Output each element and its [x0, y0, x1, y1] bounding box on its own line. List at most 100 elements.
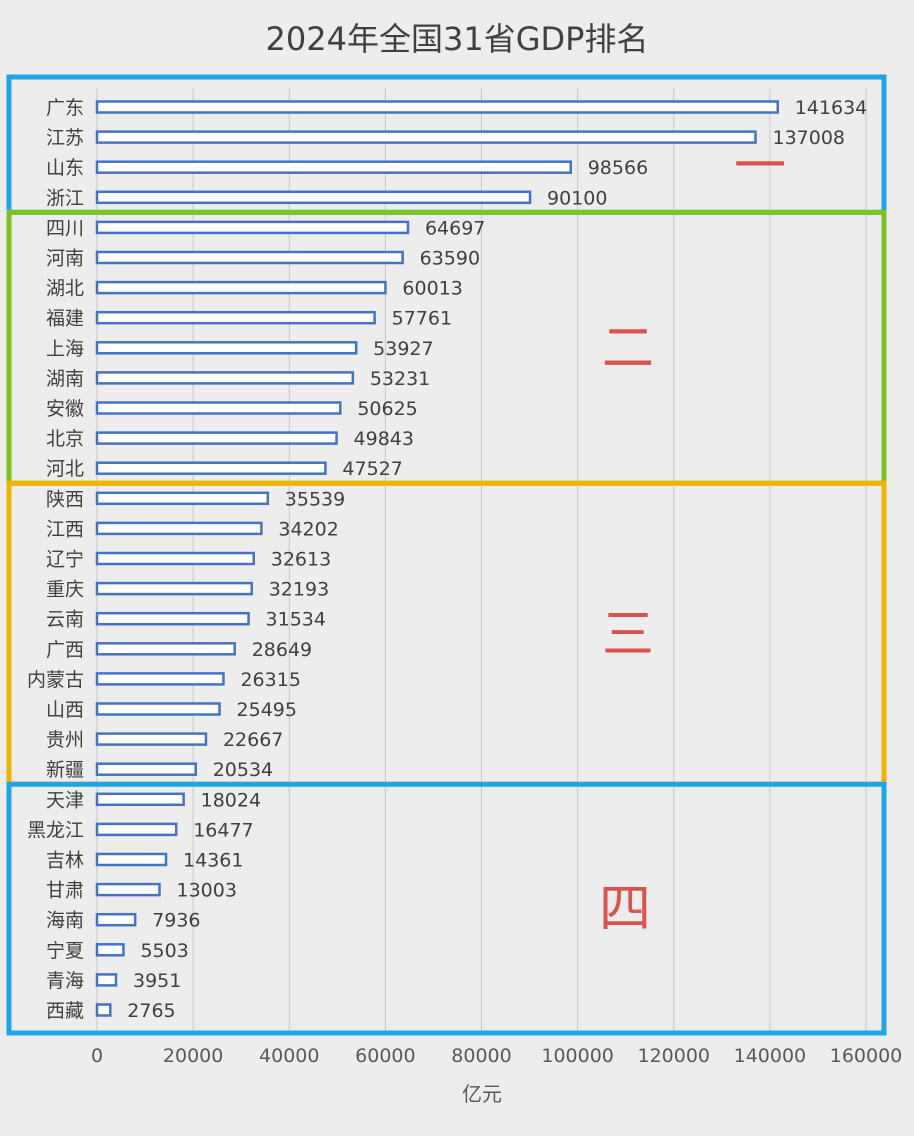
- group-mark: 二: [602, 319, 654, 379]
- value-label: 90100: [547, 187, 607, 209]
- x-tick-label: 40000: [259, 1045, 319, 1067]
- category-label: 河北: [46, 458, 84, 480]
- category-label: 山东: [46, 157, 84, 179]
- x-axis-ticks: 0 20000 40000 60000 80000 100000 120000 140000 1…: [91, 1045, 902, 1067]
- x-axis-title: 亿元: [462, 1082, 502, 1106]
- bar: [95, 672, 225, 686]
- value-label: 13003: [176, 880, 236, 902]
- value-label: 50625: [357, 398, 417, 420]
- category-label: 吉林: [46, 850, 84, 872]
- value-label: 26315: [240, 669, 300, 691]
- bar: [95, 371, 355, 385]
- x-tick-label: 20000: [163, 1045, 223, 1067]
- value-label: 32613: [271, 549, 331, 571]
- bar: [95, 310, 376, 325]
- bar: [95, 160, 572, 174]
- category-label: 浙江: [46, 187, 84, 209]
- bar: [95, 762, 197, 776]
- bar: [95, 581, 253, 596]
- bar: [95, 130, 757, 144]
- value-label: 57761: [392, 308, 452, 330]
- category-label: 新疆: [46, 759, 84, 781]
- value-label: 16477: [193, 819, 253, 841]
- category-label: 湖北: [46, 278, 84, 300]
- bar: [95, 611, 250, 626]
- value-label: 49843: [354, 428, 414, 450]
- x-tick-label: 60000: [355, 1045, 415, 1067]
- group-mark: 四: [599, 880, 651, 940]
- x-tick-label: 120000: [637, 1045, 710, 1067]
- value-label: 35539: [285, 488, 345, 510]
- value-label: 14361: [183, 850, 243, 872]
- category-label: 江西: [46, 518, 84, 540]
- category-label: 西藏: [46, 1000, 84, 1022]
- category-label: 广东: [46, 97, 84, 119]
- category-label: 天津: [46, 789, 84, 811]
- value-label: 47527: [342, 458, 402, 480]
- value-label: 22667: [223, 729, 283, 751]
- bar: [95, 551, 255, 566]
- x-tick-label: 0: [91, 1045, 103, 1067]
- bar: [95, 822, 178, 837]
- bar: [95, 190, 532, 205]
- bar: [95, 341, 358, 355]
- category-label: 四川: [46, 217, 84, 239]
- value-label: 2765: [127, 1000, 175, 1022]
- category-label: 北京: [46, 428, 84, 450]
- x-tick-label: 160000: [830, 1045, 903, 1067]
- category-label: 重庆: [46, 579, 84, 601]
- group-mark: 一: [734, 137, 786, 197]
- category-label: 江苏: [46, 127, 84, 149]
- value-label: 53231: [370, 368, 430, 390]
- value-label: 63590: [420, 248, 480, 270]
- bar: [95, 280, 387, 295]
- bar: [95, 100, 779, 114]
- category-label: 安徽: [46, 398, 84, 420]
- bar: [95, 521, 263, 536]
- category-labels: 广东江苏山东浙江四川河南湖北福建上海湖南安徽北京河北陕西江西辽宁重庆云南广西内蒙…: [27, 97, 84, 1022]
- category-label: 贵州: [46, 729, 84, 751]
- category-label: 青海: [46, 970, 84, 992]
- value-labels: 141634 137008 98566 90100 64697 63590 60013 577…: [127, 97, 867, 1022]
- bar: [95, 250, 404, 265]
- value-label: 3951: [133, 970, 181, 992]
- bar: [95, 973, 118, 987]
- category-label: 湖南: [46, 368, 84, 390]
- value-label: 137008: [772, 127, 845, 149]
- category-label: 黑龙江: [27, 819, 84, 841]
- value-label: 25495: [237, 699, 297, 721]
- value-label: 28649: [252, 639, 312, 661]
- category-label: 福建: [46, 308, 84, 330]
- category-label: 内蒙古: [27, 669, 84, 691]
- value-label: 53927: [373, 338, 433, 360]
- category-label: 河南: [46, 248, 84, 270]
- value-label: 98566: [588, 157, 648, 179]
- value-label: 7936: [152, 910, 200, 932]
- category-label: 辽宁: [46, 549, 84, 571]
- value-label: 5503: [140, 940, 188, 962]
- bar: [95, 882, 161, 897]
- value-label: 20534: [213, 759, 273, 781]
- category-label: 山西: [46, 699, 84, 721]
- category-label: 广西: [46, 639, 84, 661]
- value-label: 64697: [425, 217, 485, 239]
- value-label: 34202: [278, 518, 338, 540]
- bar: [95, 1003, 112, 1017]
- category-label: 陕西: [46, 488, 84, 510]
- x-tick-label: 80000: [451, 1045, 511, 1067]
- x-tick-label: 140000: [734, 1045, 807, 1067]
- bar: [95, 912, 137, 927]
- group-box: [6, 781, 887, 1036]
- bars: [95, 100, 779, 1017]
- value-label: 60013: [402, 278, 462, 300]
- bar: [95, 491, 270, 506]
- category-label: 云南: [46, 609, 84, 631]
- category-label: 海南: [46, 910, 84, 932]
- bar: [95, 702, 221, 716]
- bar: [95, 220, 410, 235]
- bar: [95, 732, 208, 746]
- group-mark: 三: [602, 605, 654, 665]
- value-label: 31534: [266, 609, 326, 631]
